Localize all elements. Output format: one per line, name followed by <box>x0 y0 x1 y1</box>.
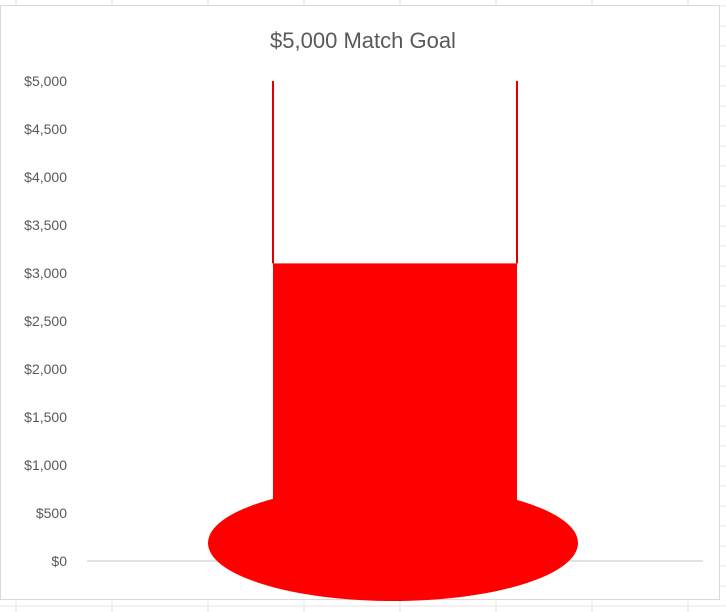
y-tick-label: $0 <box>51 553 67 569</box>
y-tick-label: $4,500 <box>24 121 67 137</box>
chart-title: $5,000 Match Goal <box>270 28 456 53</box>
thermometer-bulb <box>208 485 578 601</box>
y-tick-label: $2,500 <box>24 313 67 329</box>
y-tick-label: $4,000 <box>24 169 67 185</box>
y-tick-label: $1,500 <box>24 409 67 425</box>
y-tick-label: $3,500 <box>24 217 67 233</box>
goal-outline <box>272 81 518 264</box>
chart-area[interactable]: $5,000 Match Goal $0 $500 $1,000 $1,500 $2,0… <box>0 5 720 601</box>
y-tick-label: $5,000 <box>24 73 67 89</box>
y-axis: $0 $500 $1,000 $1,500 $2,000 $2,500 $3,000 $3,5… <box>24 73 67 569</box>
plot-marks <box>208 81 578 601</box>
y-tick-label: $1,000 <box>24 457 67 473</box>
thermometer-chart: $5,000 Match Goal $0 $500 $1,000 $1,500 $2,0… <box>24 28 703 601</box>
y-tick-label: $500 <box>36 505 67 521</box>
y-tick-label: $3,000 <box>24 265 67 281</box>
y-tick-label: $2,000 <box>24 361 67 377</box>
